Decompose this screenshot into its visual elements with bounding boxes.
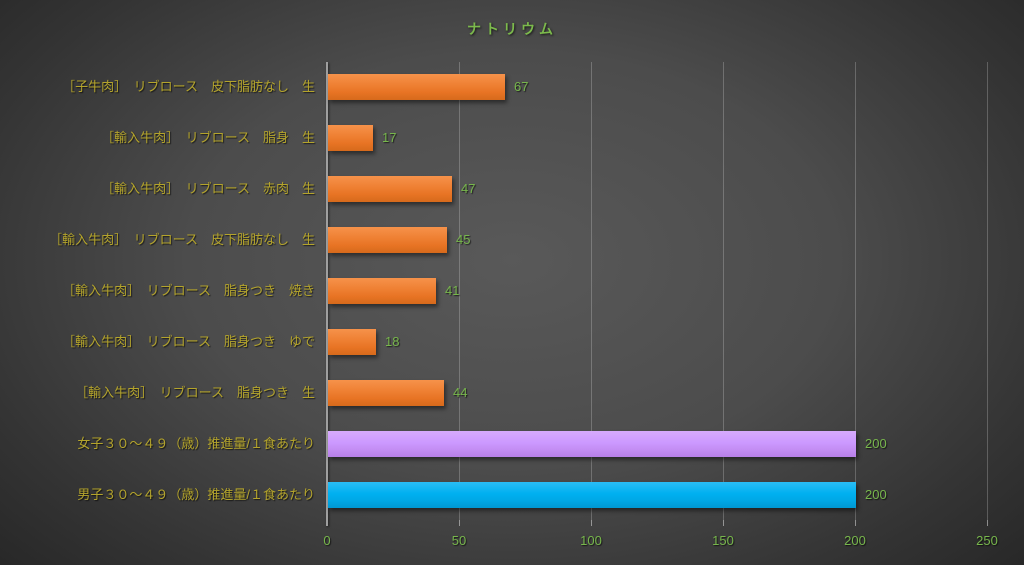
value-label: 17: [382, 130, 397, 145]
chart-title: ナトリウム: [467, 21, 557, 37]
value-label: 200: [865, 487, 887, 502]
bar: [328, 227, 447, 253]
value-label: 41: [445, 283, 460, 298]
value-label: 18: [385, 334, 400, 349]
gridline-150: [723, 62, 724, 520]
value-label: 200: [865, 436, 887, 451]
x-axis-tick-label: 0: [323, 533, 331, 548]
bar: [328, 125, 373, 151]
x-axis-tick-250: [987, 520, 988, 526]
value-label: 44: [453, 385, 468, 400]
gridline-50: [459, 62, 460, 520]
bar: [328, 380, 444, 406]
value-label: 67: [514, 79, 529, 94]
gridline-100: [591, 62, 592, 520]
x-axis-tick-label: 250: [976, 533, 998, 548]
value-label: 47: [461, 181, 476, 196]
x-axis-tick-label: 100: [580, 533, 602, 548]
bar: [328, 482, 856, 508]
x-axis-tick-50: [459, 520, 460, 526]
bar: [328, 176, 452, 202]
category-label: ［子牛肉］ リブロース 皮下脂肪なし 生: [62, 79, 315, 94]
category-label: ［輸入牛肉］ リブロース 皮下脂肪なし 生: [49, 232, 315, 247]
category-label: ［輸入牛肉］ リブロース 脂身つき 焼き: [62, 283, 315, 298]
x-axis-tick-200: [855, 520, 856, 526]
category-label: ［輸入牛肉］ リブロース 脂身つき ゆで: [62, 334, 315, 349]
category-label: ［輸入牛肉］ リブロース 脂身 生: [101, 130, 315, 145]
x-axis-tick-label: 150: [712, 533, 734, 548]
gridline-200: [855, 62, 856, 520]
value-label: 45: [456, 232, 471, 247]
category-label: ［輸入牛肉］ リブロース 脂身つき 生: [75, 385, 315, 400]
x-axis-tick-label: 200: [844, 533, 866, 548]
x-axis-tick-label: 50: [451, 533, 467, 548]
gridline-250: [987, 62, 988, 520]
y-axis-line: [326, 62, 328, 526]
bar: [328, 74, 505, 100]
category-label: 女子３０～４９（歳）推進量/１食あたり: [77, 436, 315, 451]
bar: [328, 278, 436, 304]
bar: [328, 329, 376, 355]
x-axis-tick-150: [723, 520, 724, 526]
bar: [328, 431, 856, 457]
category-label: 男子３０～４９（歳）推進量/１食あたり: [77, 487, 315, 502]
category-label: ［輸入牛肉］ リブロース 赤肉 生: [101, 181, 315, 196]
x-axis-tick-100: [591, 520, 592, 526]
